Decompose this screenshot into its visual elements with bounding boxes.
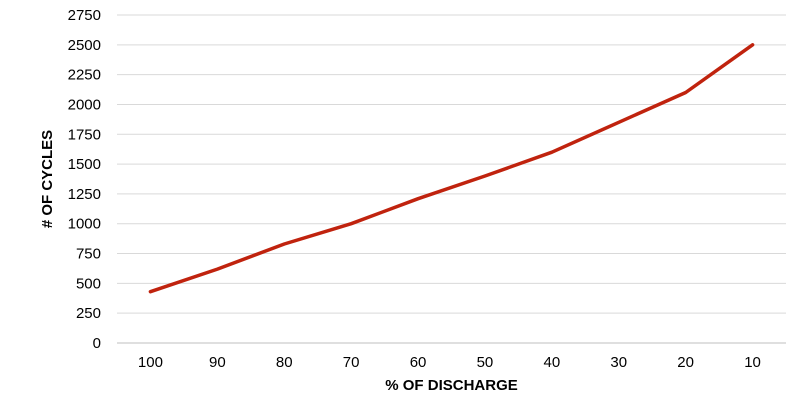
x-tick-label-90: 90 (209, 354, 226, 371)
x-tick-label-30: 30 (610, 354, 627, 371)
y-tick-label-1500: 1500 (68, 156, 101, 173)
y-tick-label-0: 0 (93, 335, 101, 352)
y-axis-ticks: 0 250 500 750 1000 1250 1500 1750 2000 2250 2500 27… (68, 7, 101, 352)
y-tick-label-1000: 1000 (68, 216, 101, 233)
x-tick-label-80: 80 (276, 354, 293, 371)
grid-lines (117, 14, 786, 314)
series-group (148, 43, 755, 294)
x-tick-label-50: 50 (477, 354, 494, 371)
y-tick-label-2750: 2750 (68, 7, 101, 24)
y-tick-label-1250: 1250 (68, 186, 101, 203)
x-axis-title: % OF DISCHARGE (385, 377, 518, 394)
y-tick-label-2500: 2500 (68, 37, 101, 54)
x-tick-label-20: 20 (677, 354, 694, 371)
y-tick-label-500: 500 (76, 275, 101, 292)
y-tick-label-250: 250 (76, 305, 101, 322)
y-tick-label-1750: 1750 (68, 126, 101, 143)
series-line-0 (148, 43, 755, 294)
y-tick-label-2000: 2000 (68, 96, 101, 113)
x-tick-label-40: 40 (544, 354, 561, 371)
x-tick-label-10: 10 (744, 354, 761, 371)
y-axis-title: # OF CYCLES (39, 130, 56, 228)
x-axis-ticks: 100 90 80 70 60 50 40 30 20 10 (138, 354, 761, 371)
y-tick-label-2250: 2250 (68, 67, 101, 84)
x-tick-label-60: 60 (410, 354, 427, 371)
x-tick-label-100: 100 (138, 354, 163, 371)
y-tick-label-750: 750 (76, 246, 101, 263)
x-tick-label-70: 70 (343, 354, 360, 371)
